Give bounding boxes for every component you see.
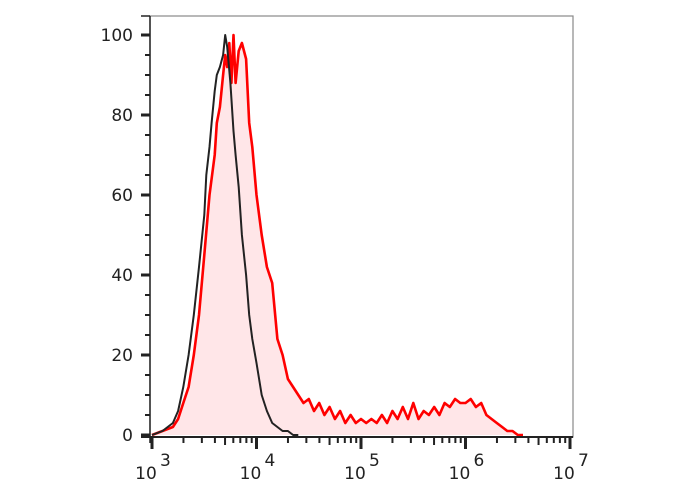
x-tick-exponent: 5: [369, 451, 380, 471]
sample-line: [151, 33, 523, 437]
x-tick-exponent: 7: [578, 451, 589, 471]
y-tick-label: 20: [111, 346, 133, 366]
x-tick-label: 10: [449, 464, 471, 484]
y-tick-label: 100: [101, 26, 133, 46]
sample-histogram: [151, 33, 523, 437]
y-tick-label: 0: [122, 426, 133, 446]
x-tick-exponent: 3: [160, 451, 171, 471]
x-tick-label: 10: [240, 464, 262, 484]
control-line: [151, 34, 299, 436]
x-tick-label: 10: [553, 464, 575, 484]
y-tick-label: 60: [111, 186, 133, 206]
x-tick-label: 10: [135, 464, 157, 484]
sample-fill: [152, 35, 523, 435]
y-tick-label: 40: [111, 266, 133, 286]
x-tick-exponent: 6: [474, 451, 485, 471]
x-tick-label: 10: [344, 464, 366, 484]
y-axis: 0 20 40 60 80 100: [101, 15, 151, 446]
x-tick-exponent: 4: [265, 451, 276, 471]
control-histogram: [151, 34, 299, 436]
y-tick-label: 80: [111, 106, 133, 126]
